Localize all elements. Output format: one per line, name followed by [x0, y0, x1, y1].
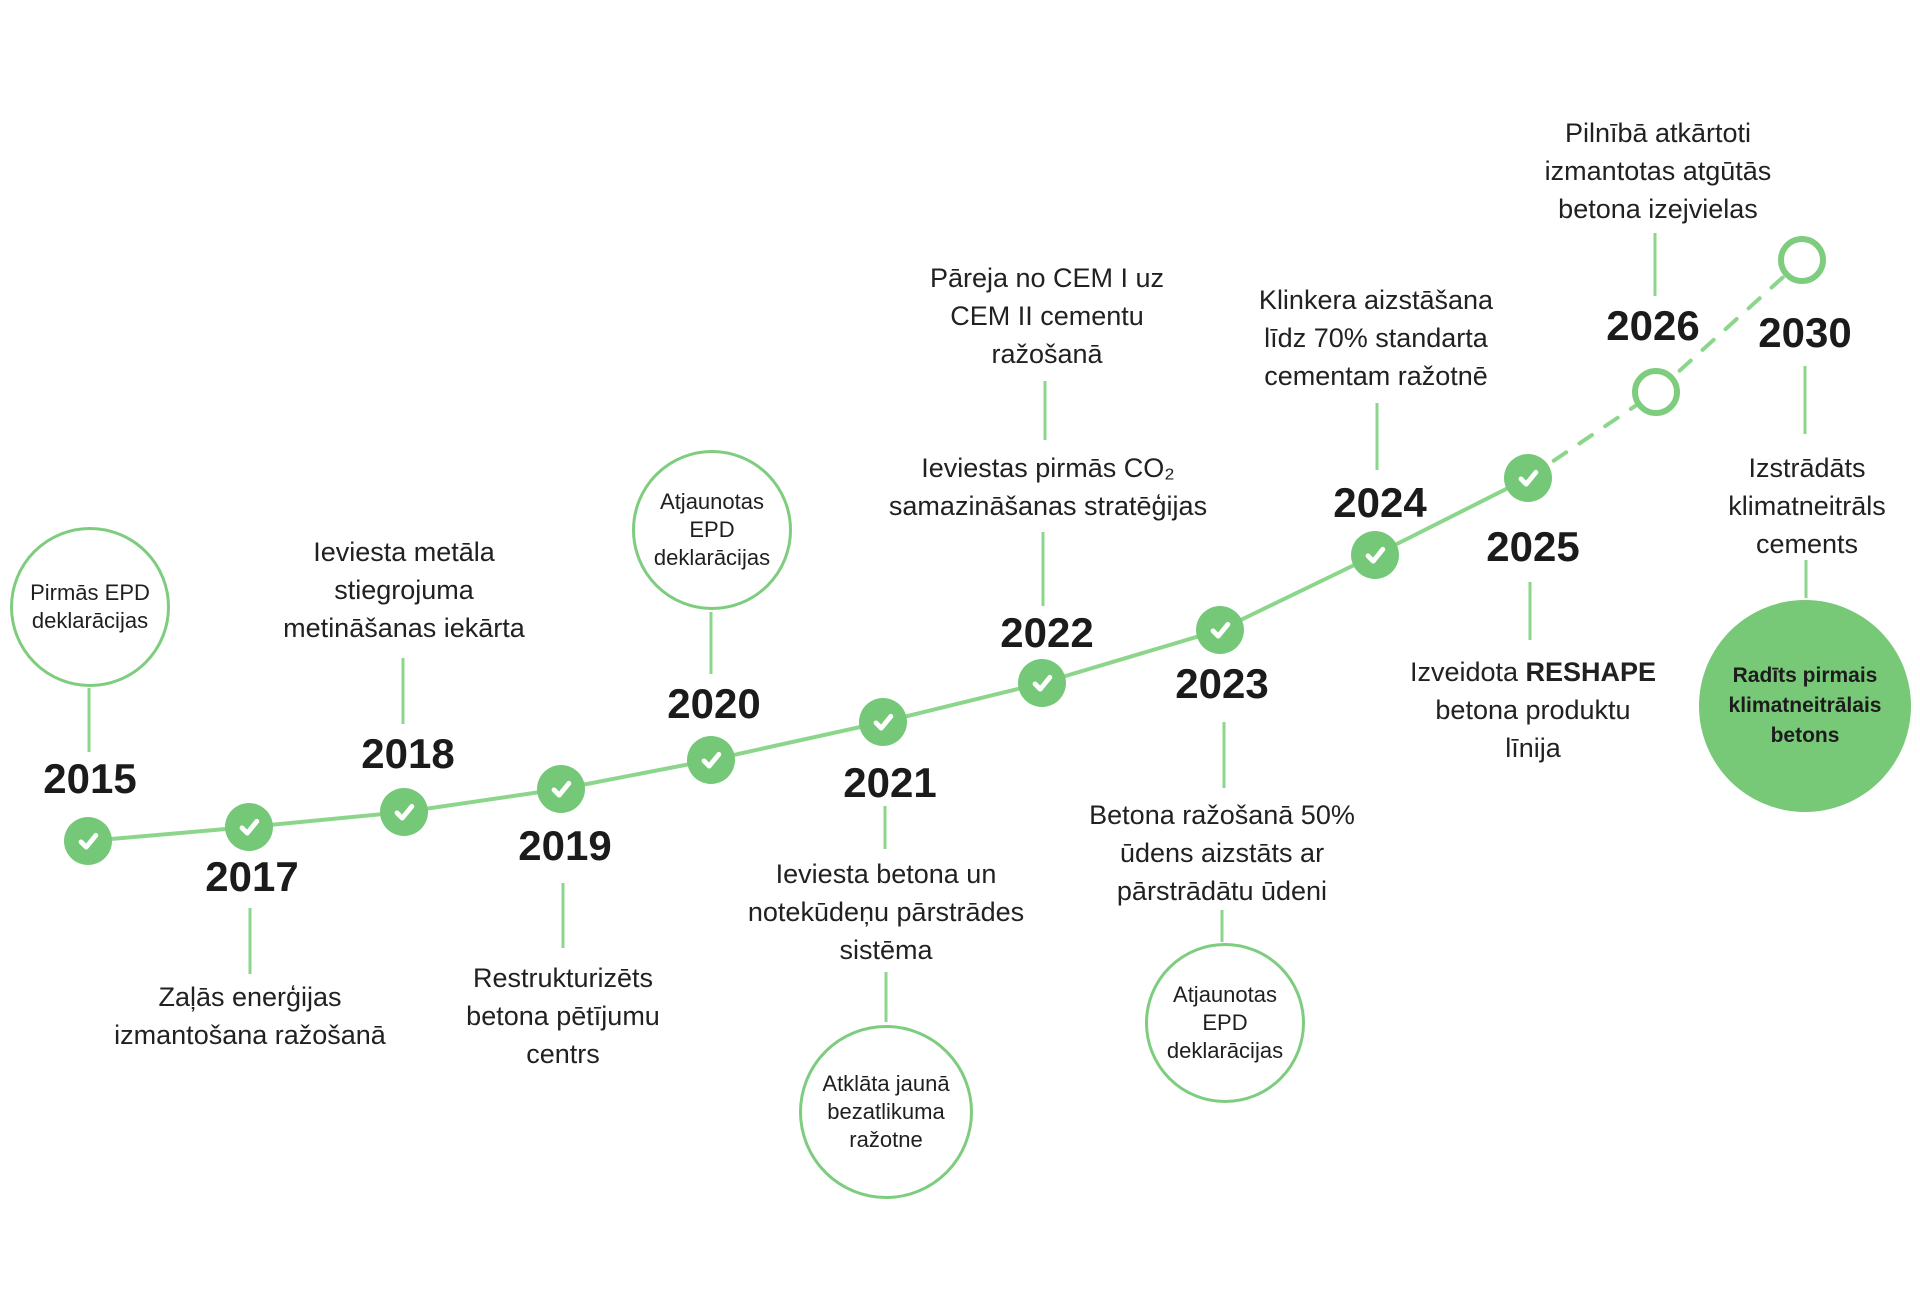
callout-line: Pirmās EPD	[30, 580, 150, 605]
milestone-2018-description: Ieviesta metāla stiegrojuma metināšanas …	[283, 533, 525, 647]
description-line: līdz 70% standarta	[1264, 323, 1488, 353]
year-label-2026: 2026	[1606, 302, 1700, 349]
year-label-2017: 2017	[205, 853, 299, 900]
description-line: ražošanā	[991, 339, 1103, 369]
milestone-node-2022	[1018, 659, 1066, 707]
year-label-2018: 2018	[361, 730, 455, 777]
description-line: cementam ražotnē	[1264, 361, 1488, 391]
check-icon	[1032, 674, 1053, 692]
year-label-2020: 2020	[667, 680, 761, 727]
description-line: Pilnībā atkārtoti	[1564, 118, 1752, 148]
callout-line: ražotne	[849, 1127, 923, 1152]
description-line: Ieviesta metāla	[313, 537, 495, 567]
milestone-2025-description: Izveidota RESHAPE betona produktu līnija	[1410, 653, 1656, 767]
description-line: CEM II cementu	[950, 301, 1144, 331]
description-line: stiegrojuma	[334, 575, 474, 605]
year-label-2025: 2025	[1486, 523, 1580, 570]
check-icon	[701, 751, 722, 769]
milestone-2022-description: Ieviestas pirmās CO₂ samazināšanas strat…	[889, 449, 1207, 525]
year-label-2030: 2030	[1758, 309, 1852, 356]
description-line: ūdens aizstāts ar	[1119, 838, 1325, 868]
description-line: pārstrādātu ūdeni	[1116, 876, 1328, 906]
milestone-2024-description: Klinkera aizstāšana līdz 70% standarta c…	[1259, 281, 1493, 395]
milestone-node-2021	[859, 698, 907, 746]
milestone-2023-callout-circle: Atjaunotas EPD deklarācijas	[1145, 943, 1305, 1103]
callout-line: deklarācijas	[31, 608, 149, 633]
milestone-node-2025	[1504, 454, 1552, 502]
callout-line: Atklāta jaunā	[822, 1071, 950, 1096]
callout-line: Atjaunotas	[660, 489, 764, 514]
year-label-2019: 2019	[518, 822, 612, 869]
description-line: izmantotas atgūtās	[1544, 156, 1772, 186]
description-text: Izveidota	[1409, 657, 1519, 687]
year-label-2022: 2022	[1000, 609, 1094, 656]
check-icon	[873, 713, 894, 731]
milestone-2019-description: Restrukturizēts betona pētījumu centrs	[466, 959, 660, 1073]
description-line: metināšanas iekārta	[283, 613, 525, 643]
year-label-2015: 2015	[43, 755, 137, 802]
description-line: Betona ražošanā 50%	[1089, 800, 1355, 830]
description-line: Restrukturizēts	[472, 963, 654, 993]
callout-line: EPD	[689, 517, 735, 542]
highlight-line: klimatneitrālais	[1728, 694, 1882, 717]
highlight-line: betons	[1770, 724, 1840, 747]
milestone-node-2019	[537, 765, 585, 813]
description-line: betona produktu	[1435, 695, 1631, 725]
milestone-node-2015	[64, 817, 112, 865]
milestone-2021-callout-circle: Atklāta jaunā bezatlikuma ražotne	[799, 1025, 973, 1199]
timeline-curve	[86, 476, 1530, 843]
milestone-node-2026-open-circle-icon	[1632, 368, 1680, 416]
description-line: centrs	[526, 1039, 600, 1069]
description-line: izmantošana ražošanā	[114, 1020, 386, 1050]
milestone-2023-description: Betona ražošanā 50% ūdens aizstāts ar pā…	[1089, 796, 1355, 910]
description-line: Pāreja no CEM I uz	[929, 263, 1165, 293]
milestone-node-2018	[380, 788, 428, 836]
check-icon	[1365, 546, 1386, 564]
milestone-2026-description: Pilnībā atkārtoti izmantotas atgūtās bet…	[1545, 114, 1772, 228]
callout-line: EPD	[1202, 1010, 1248, 1035]
milestone-2030-highlight-circle: Radīts pirmais klimatneitrālais betons	[1699, 600, 1911, 812]
check-icon	[78, 832, 99, 850]
milestone-2021-description: Ieviesta betona un notekūdeņu pārstrādes…	[748, 855, 1024, 969]
callout-line: deklarācijas	[653, 545, 771, 570]
check-icon	[1518, 469, 1539, 487]
description-line: cements	[1755, 529, 1859, 559]
year-label-2023: 2023	[1175, 660, 1269, 707]
description-line: Ieviestas pirmās CO₂	[921, 453, 1175, 483]
description-line: klimatneitrāls	[1728, 491, 1886, 521]
description-line: līnija	[1505, 733, 1561, 763]
description-line: notekūdeņu pārstrādes	[747, 897, 1025, 927]
milestone-node-2023	[1196, 606, 1244, 654]
description-line: sistēma	[839, 935, 933, 965]
year-label-2021: 2021	[843, 759, 937, 806]
description-line: betona pētījumu	[466, 1001, 660, 1031]
milestone-node-2024	[1351, 531, 1399, 579]
callout-line: deklarācijas	[1166, 1038, 1284, 1063]
description-line: Zaļās enerģijas	[158, 982, 342, 1012]
callout-line: bezatlikuma	[827, 1099, 945, 1124]
description-line: betona izejvielas	[1558, 194, 1758, 224]
highlight-line: Radīts pirmais	[1732, 664, 1878, 687]
milestone-node-2017	[225, 803, 273, 851]
description-line: Ieviesta betona un	[775, 859, 997, 889]
description-line: Izstrādāts	[1748, 453, 1866, 483]
milestone-2022-note: Pāreja no CEM I uz CEM II cementu ražoša…	[930, 259, 1164, 373]
check-icon	[394, 803, 415, 821]
check-icon	[1210, 621, 1231, 639]
milestone-node-2020	[687, 736, 735, 784]
callout-line: Atjaunotas	[1173, 982, 1277, 1007]
description-line: samazināšanas stratēģijas	[888, 491, 1208, 521]
check-icon	[551, 780, 572, 798]
description-line: Klinkera aizstāšana	[1258, 285, 1494, 315]
description-line: Izveidota RESHAPE	[1410, 653, 1656, 691]
milestone-node-2030-open-circle-icon	[1778, 236, 1826, 284]
milestone-2030-description: Izstrādāts klimatneitrāls cements	[1728, 449, 1886, 563]
milestone-2017-description: Zaļās enerģijas izmantošana ražošanā	[114, 978, 386, 1054]
milestone-2020-callout-circle: Atjaunotas EPD deklarācijas	[632, 450, 792, 610]
product-name-bold: RESHAPE	[1525, 657, 1657, 687]
year-label-2024: 2024	[1333, 479, 1427, 526]
check-icon	[239, 818, 260, 836]
milestone-2015-callout-circle: Pirmās EPD deklarācijas	[10, 527, 170, 687]
